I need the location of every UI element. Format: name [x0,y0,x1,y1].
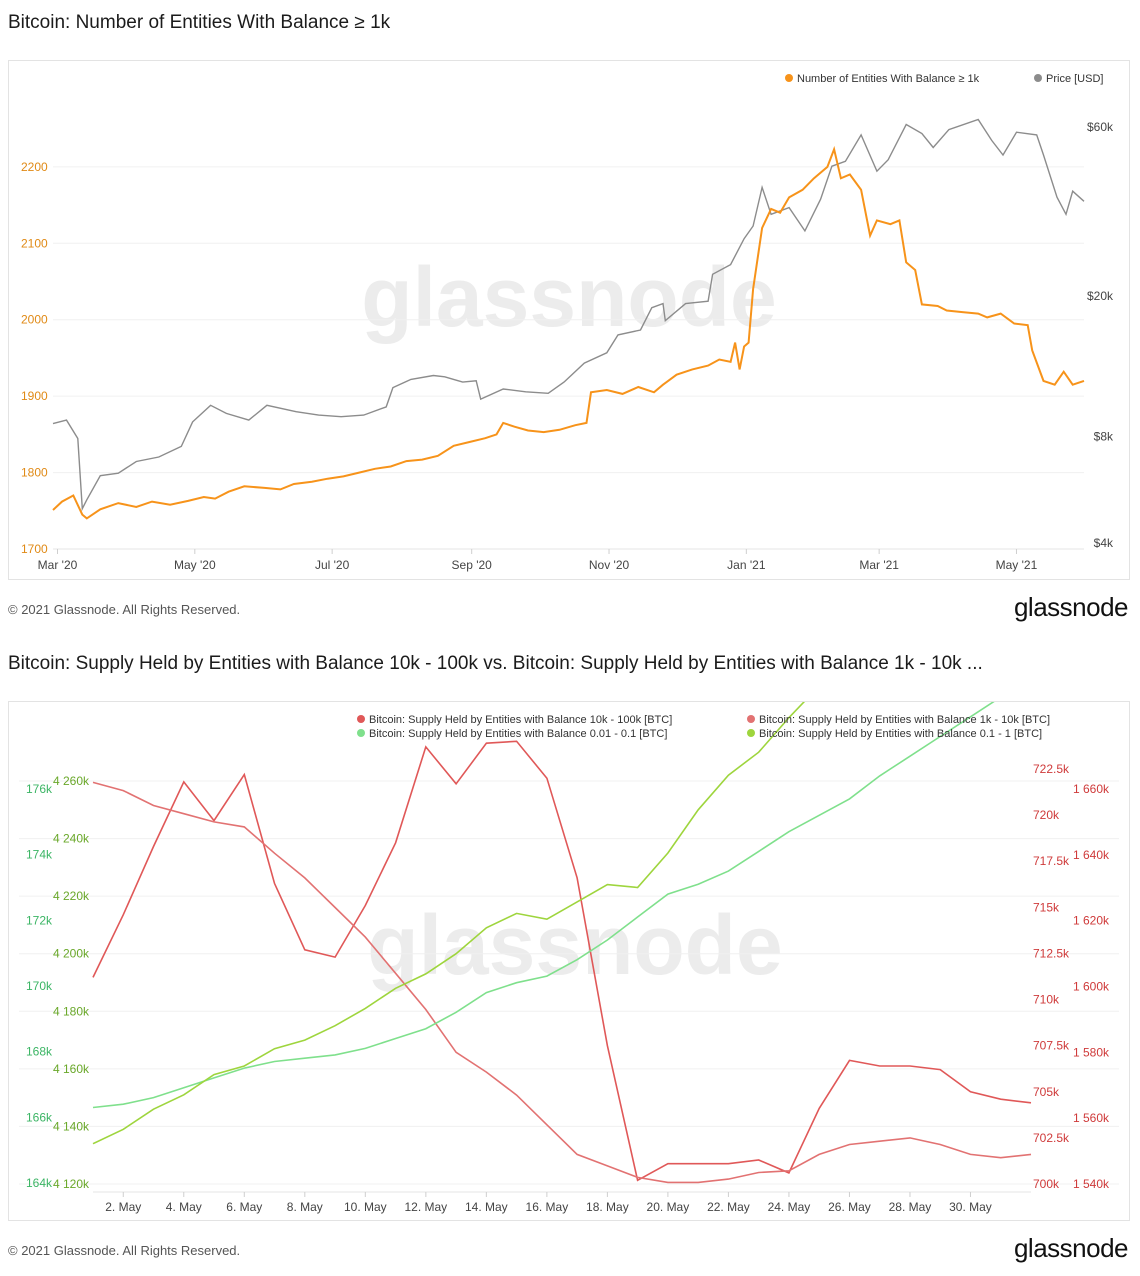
legend-marker-price [1034,74,1042,82]
y-right-tick-label: $4k [1094,536,1114,550]
chart1-panel[interactable]: glassnode 1700 1800 1900 2000 2100 2200 $4k $8k $… [8,60,1130,580]
y-axis-10k-tick-label: 705k [1033,1085,1060,1099]
legend-10k-100k-marker [357,715,365,723]
x-tick-label: 12. May [404,1200,447,1214]
x-tick-label: 10. May [344,1200,387,1214]
x-tick-label: 8. May [287,1200,323,1214]
y-left-tick-label: 1800 [21,466,48,480]
x-tick-label: May '20 [174,558,216,572]
legend-marker-entities [785,74,793,82]
y-axis-01-tick-label: 4 160k [53,1062,90,1076]
y-left-tick-label: 2100 [21,236,48,250]
y-axis-10k-tick-label: 715k [1033,900,1060,914]
x-tick-label: Sep '20 [452,558,493,572]
y-axis-10k-tick-label: 710k [1033,993,1060,1007]
legend-0.1-1-label: Bitcoin: Supply Held by Entities with Ba… [759,728,1042,740]
y-axis-10k-tick-label: 712.5k [1033,946,1070,960]
y-right-tick-label: $20k [1087,289,1114,303]
y-axis-01-tick-label: 4 260k [53,774,90,788]
x-tick-label: 26. May [828,1200,871,1214]
y-axis-10k-tick-label: 700k [1033,1177,1060,1191]
chart1-brand-logo: glassnode [1013,592,1129,622]
y-left-tick-label: 1900 [21,389,48,403]
y-axis-001-tick-label: 174k [26,848,53,862]
x-tick-label: 20. May [647,1200,690,1214]
chart2-copyright: © 2021 Glassnode. All Rights Reserved. [8,1243,241,1258]
y-axis-1k-tick-label: 1 660k [1073,782,1110,796]
chart2-title: Bitcoin: Supply Held by Entities with Ba… [8,653,983,674]
legend-0.01-0.1-label: Bitcoin: Supply Held by Entities with Ba… [369,728,667,740]
y-axis-001-tick-label: 170k [26,979,53,993]
chart2-svg[interactable]: glassnode 164k 166k 168k 170k 172k 174k 176k 4 1… [9,403,1129,1220]
chart1-svg[interactable]: glassnode 1700 1800 1900 2000 2100 2200 $4k $8k $… [9,61,1129,579]
y-axis-10k-tick-label: 717.5k [1033,854,1070,868]
y-axis-01-tick-label: 4 180k [53,1004,90,1018]
legend-label-price: Price [USD] [1046,73,1103,85]
x-tick-label: Jul '20 [315,558,350,572]
x-tick-label: Jan '21 [727,558,766,572]
y-axis-10k-tick-label: 707.5k [1033,1039,1070,1053]
y-axis-01-tick-label: 4 140k [53,1119,90,1133]
x-tick-label: 14. May [465,1200,508,1214]
y-axis-001-tick-label: 176k [26,782,53,796]
x-tick-label: 18. May [586,1200,629,1214]
legend-1k-10k-label: Bitcoin: Supply Held by Entities with Ba… [759,714,1050,726]
y-axis-001-tick-label: 172k [26,913,53,927]
x-tick-label: May '21 [996,558,1038,572]
y-axis-01-tick-label: 4 240k [53,832,90,846]
y-axis-001-tick-label: 166k [26,1110,53,1124]
x-tick-label: 28. May [889,1200,932,1214]
y-right-tick-label: $60k [1087,120,1114,134]
y-axis-1k-tick-label: 1 620k [1073,914,1110,928]
series-line-price [52,118,1085,512]
series-line-entities [52,145,1085,520]
legend-0.1-1-marker [747,729,755,737]
y-axis-001-tick-label: 168k [26,1045,53,1059]
y-axis-001-tick-label: 164k [26,1176,53,1190]
y-axis-01-tick-label: 4 220k [53,889,90,903]
x-tick-label: Nov '20 [589,558,630,572]
x-tick-label: Mar '21 [859,558,899,572]
x-tick-label: 4. May [166,1200,202,1214]
y-axis-10k-tick-label: 720k [1033,808,1060,822]
legend-label-entities: Number of Entities With Balance ≥ 1k [797,73,980,85]
chart2-panel[interactable]: glassnode 164k 166k 168k 170k 172k 174k 176k 4 1… [8,403,1130,1221]
x-tick-label: 6. May [226,1200,262,1214]
watermark: glassnode [367,898,782,992]
legend-0.01-0.1-marker [357,729,365,737]
series-line-10k-100k [92,740,1032,1182]
legend-1k-10k-marker [747,715,755,723]
y-left-tick-label: 2200 [21,160,48,174]
series-line-0.01-0.1 [92,670,1032,1109]
x-tick-label: 22. May [707,1200,750,1214]
chart1-title: Bitcoin: Number of Entities With Balance… [8,12,391,33]
y-left-tick-label: 2000 [21,313,48,327]
legend-10k-100k-label: Bitcoin: Supply Held by Entities with Ba… [369,714,672,726]
y-left-tick-label: 1700 [21,542,48,556]
x-tick-label: 2. May [105,1200,141,1214]
y-axis-1k-tick-label: 1 540k [1073,1177,1110,1191]
x-tick-label: Mar '20 [38,558,78,572]
y-axis-10k-tick-label: 702.5k [1033,1131,1070,1145]
y-right-tick-label: $8k [1094,430,1114,444]
series-line-1k-10k [92,781,1032,1184]
chart1-copyright: © 2021 Glassnode. All Rights Reserved. [8,602,241,617]
y-axis-1k-tick-label: 1 560k [1073,1111,1110,1125]
y-axis-1k-tick-label: 1 640k [1073,848,1110,862]
y-axis-10k-tick-label: 722.5k [1033,762,1070,776]
x-tick-label: 16. May [526,1200,569,1214]
x-tick-label: 24. May [768,1200,811,1214]
y-axis-1k-tick-label: 1 600k [1073,980,1110,994]
x-tick-label: 30. May [949,1200,992,1214]
y-axis-1k-tick-label: 1 580k [1073,1045,1110,1059]
chart2-brand-logo: glassnode [1013,1233,1129,1263]
watermark: glassnode [361,250,776,344]
y-axis-01-tick-label: 4 120k [53,1177,90,1191]
y-axis-01-tick-label: 4 200k [53,947,90,961]
